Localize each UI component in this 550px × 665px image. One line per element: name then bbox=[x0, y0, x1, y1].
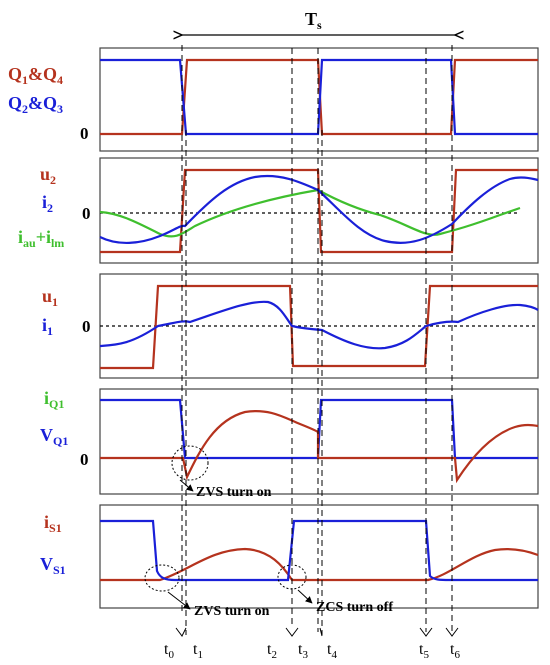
zero-label-p4: 0 bbox=[80, 450, 89, 469]
time-label-t6: t6 bbox=[450, 641, 460, 661]
label-iq1: iQ1 bbox=[44, 388, 64, 411]
zvs-circle-q1 bbox=[171, 445, 209, 481]
q2q3-gate-trace bbox=[100, 58, 538, 136]
iq1-trace bbox=[100, 410, 539, 484]
period-label: Ts bbox=[305, 9, 322, 32]
note-zvs-s1: ZVS turn on bbox=[194, 604, 270, 619]
label-is1: iS1 bbox=[44, 512, 62, 535]
vs1-trace bbox=[100, 519, 538, 582]
panel-s1 bbox=[99, 504, 539, 609]
label-q1q4: Q1&Q4 bbox=[8, 64, 63, 87]
tick-t4 bbox=[319, 627, 323, 637]
label-vq1: VQ1 bbox=[40, 425, 68, 448]
label-iau-ilm: iau+ilm bbox=[18, 227, 64, 250]
label-i1: i1 bbox=[42, 315, 53, 338]
zero-label-p2: 0 bbox=[82, 204, 91, 223]
zvs-arrow-s1 bbox=[167, 591, 191, 610]
zero-label-p3: 0 bbox=[82, 317, 91, 336]
note-zvs-q1: ZVS turn on bbox=[196, 485, 272, 500]
vq1-trace bbox=[100, 398, 538, 460]
time-label-t2: t2 bbox=[267, 641, 277, 661]
zero-label-p1: 0 bbox=[80, 124, 89, 143]
time-label-t5: t5 bbox=[419, 641, 429, 661]
u2-trace bbox=[100, 168, 538, 254]
note-zcs-s1: ZCS turn off bbox=[316, 600, 393, 615]
zvs-circle-s1 bbox=[144, 564, 180, 592]
tick-t0 bbox=[175, 627, 187, 637]
tick-t2 bbox=[285, 627, 299, 637]
label-i2: i2 bbox=[42, 192, 53, 215]
time-label-t1: t1 bbox=[193, 641, 203, 661]
label-vs1: VS1 bbox=[40, 554, 66, 577]
zcs-arrow-s1 bbox=[297, 589, 313, 604]
label-u2: u2 bbox=[40, 164, 56, 187]
label-u1: u1 bbox=[42, 286, 58, 309]
tick-t5 bbox=[419, 627, 433, 637]
time-label-t4: t4 bbox=[327, 641, 337, 661]
tick-t6 bbox=[445, 627, 459, 637]
time-label-t3: t3 bbox=[298, 641, 308, 661]
label-q2q3: Q2&Q3 bbox=[8, 93, 63, 116]
time-label-t0: t0 bbox=[164, 641, 174, 661]
